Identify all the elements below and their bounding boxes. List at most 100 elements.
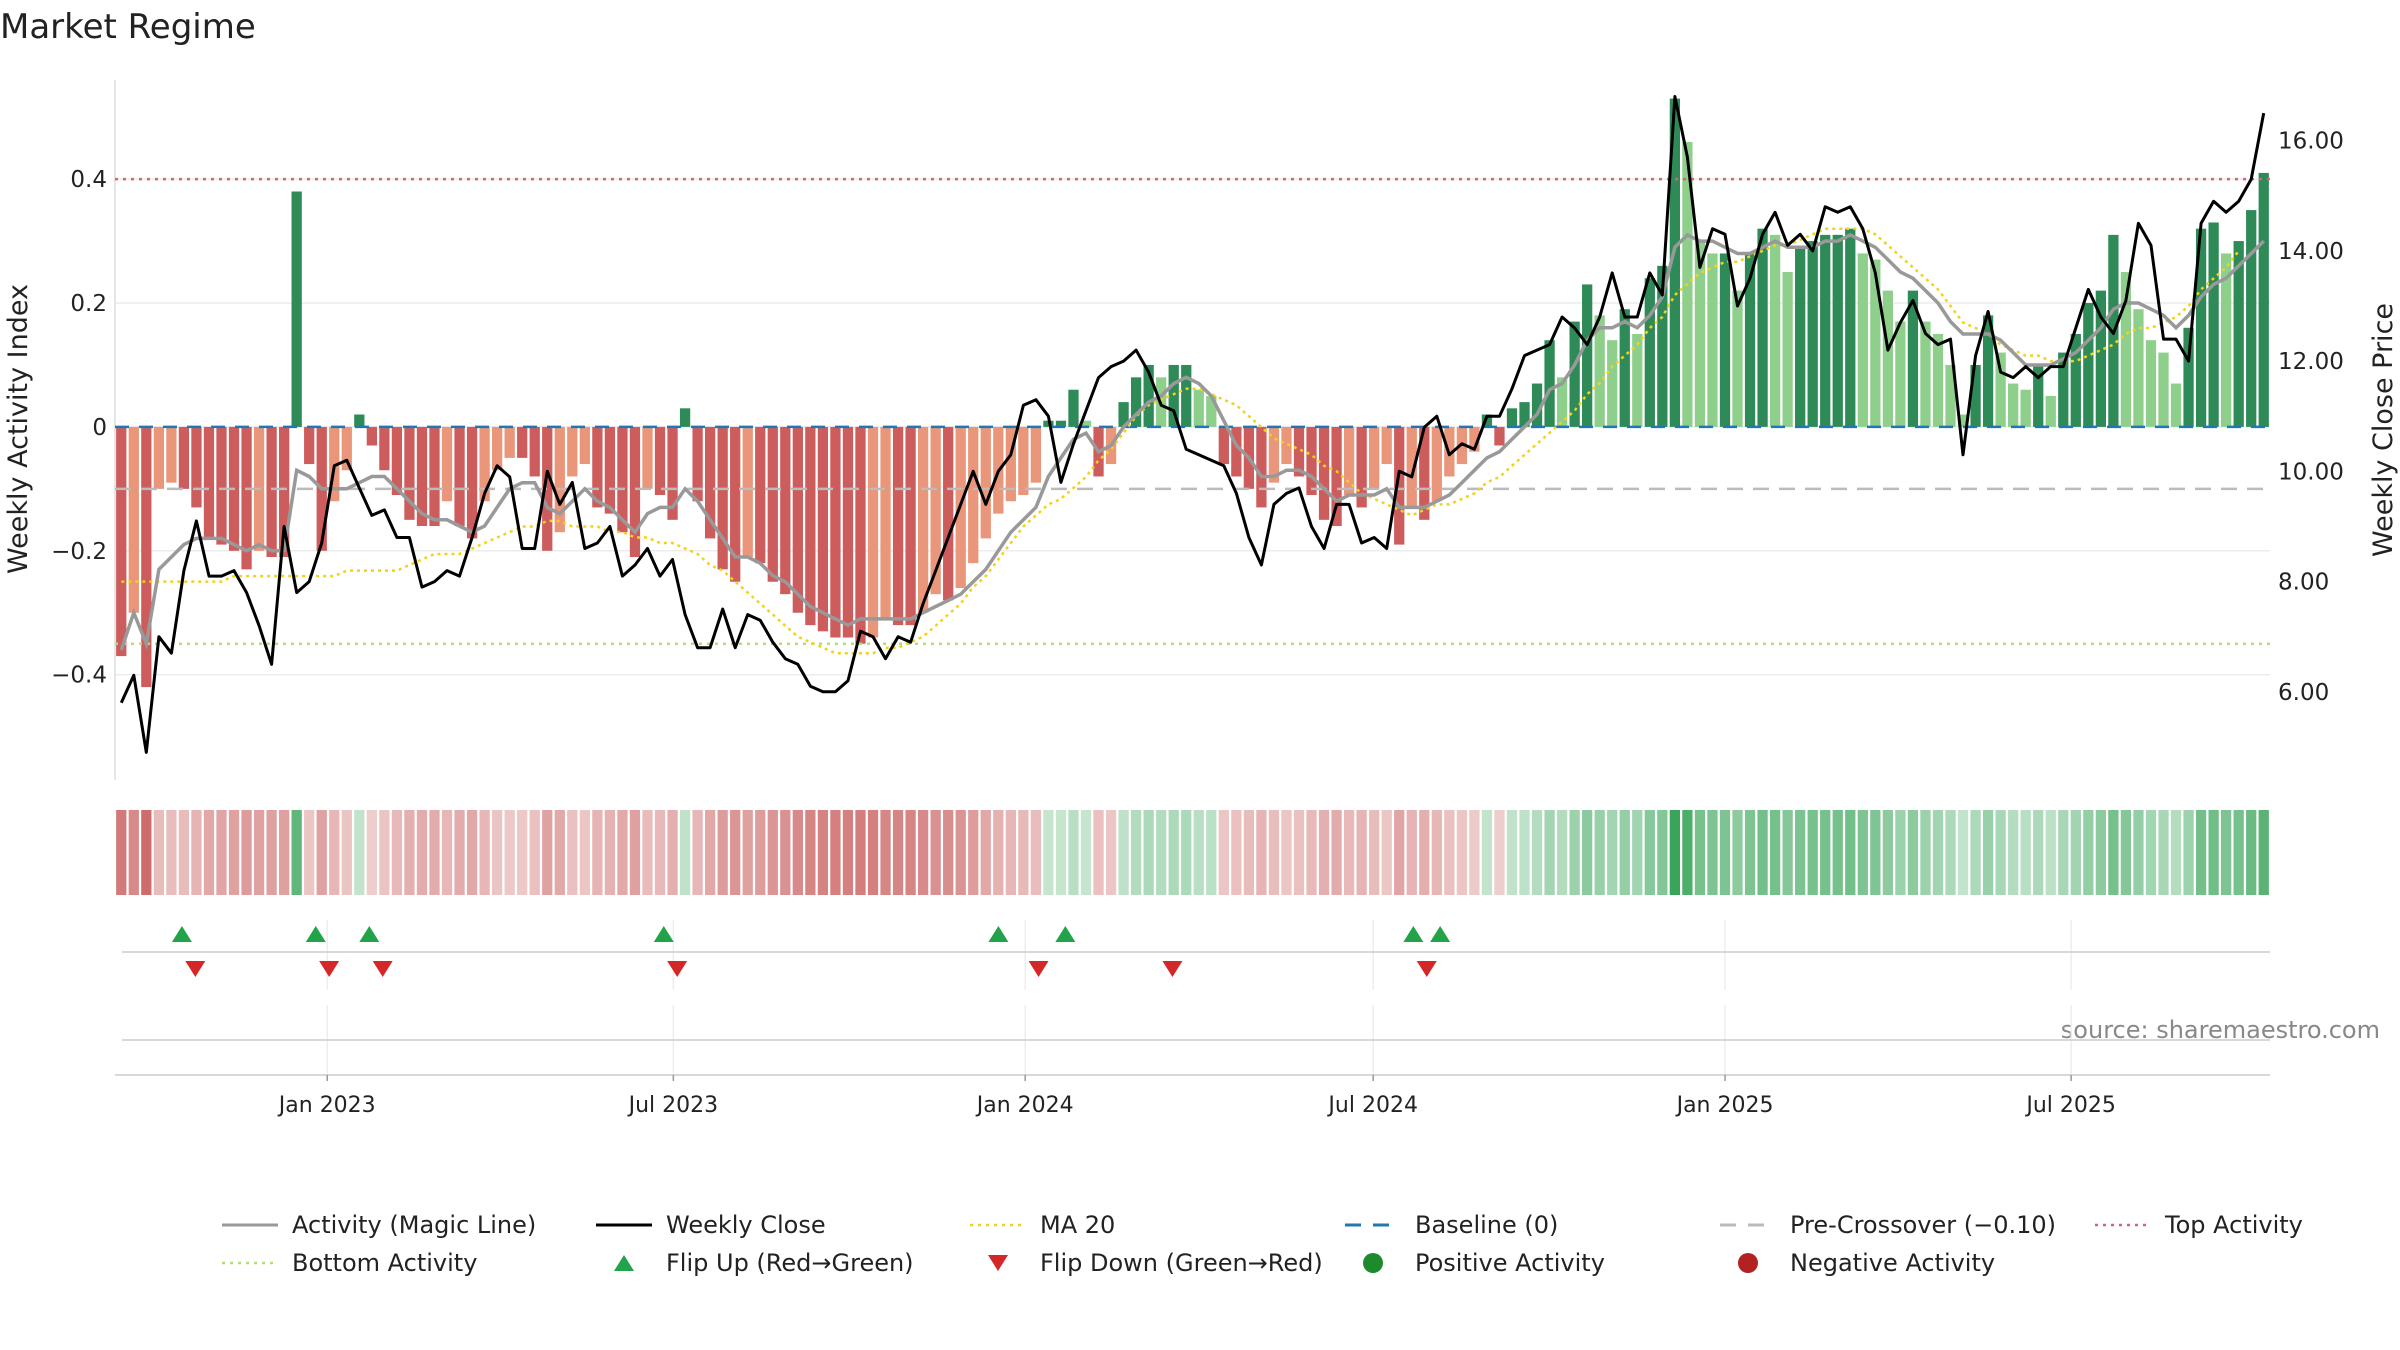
activity-bar — [917, 426, 929, 613]
activity-bar — [1118, 402, 1129, 427]
flip-down-marker — [319, 961, 340, 977]
regime-cell — [667, 810, 678, 895]
activity-bar — [329, 426, 340, 502]
activity-bar — [1632, 333, 1643, 427]
legend-item: Weekly Close — [596, 1211, 826, 1239]
activity-bar — [1582, 284, 1593, 427]
flip-up-marker — [1055, 926, 1076, 942]
activity-bar — [1256, 426, 1267, 508]
regime-cell — [116, 810, 127, 895]
regime-cell — [1118, 810, 1129, 895]
activity-bar — [1130, 377, 1142, 427]
activity-bar — [2070, 333, 2081, 427]
activity-bar — [178, 426, 190, 489]
regime-cell — [567, 810, 578, 895]
regime-cell — [1168, 810, 1179, 895]
legend-label: Flip Down (Green→Red) — [1040, 1249, 1323, 1277]
regime-cell — [1920, 810, 1931, 895]
regime-cell — [880, 810, 891, 895]
regime-cell — [1481, 810, 1493, 895]
regime-cell — [441, 810, 453, 895]
activity-bar — [1982, 315, 1994, 427]
activity-bar — [755, 426, 766, 564]
regime-cell — [2108, 810, 2119, 895]
regime-cell — [329, 810, 340, 895]
activity-bar — [1820, 234, 1831, 427]
activity-bar — [943, 426, 954, 601]
regime-cell — [867, 810, 879, 895]
flip-up-marker — [1430, 926, 1451, 942]
regime-cell — [1682, 810, 1693, 895]
flip-down-marker — [1028, 961, 1049, 977]
activity-bar — [1732, 290, 1743, 427]
legend-label: Top Activity — [2164, 1211, 2303, 1239]
regime-cell — [1356, 810, 1367, 895]
activity-bar — [1406, 426, 1417, 508]
right-tick-label: 12.00 — [2278, 349, 2344, 375]
right-tick-label: 6.00 — [2278, 680, 2329, 706]
regime-cell — [2170, 810, 2182, 895]
regime-cell — [366, 810, 377, 895]
regime-cell — [1832, 810, 1843, 895]
activity-bar — [1870, 259, 1881, 427]
right-tick-label: 16.00 — [2278, 129, 2344, 155]
regime-cell — [1268, 810, 1280, 895]
regime-strip — [116, 810, 2269, 895]
regime-cell — [1544, 810, 1555, 895]
activity-bar — [780, 426, 791, 595]
x-tick-label: Jan 2025 — [1675, 1093, 1774, 1118]
regime-cell — [1957, 810, 1969, 895]
activity-bar — [1030, 426, 1042, 483]
activity-bar — [416, 426, 428, 527]
activity-bar — [1080, 420, 1092, 427]
activity-bar — [2020, 389, 2031, 427]
activity-bar — [166, 426, 177, 483]
legend-label: Pre-Crossover (−0.10) — [1790, 1211, 2056, 1239]
legend-label: Bottom Activity — [292, 1249, 477, 1277]
activity-bar — [2183, 327, 2194, 427]
regime-cell — [2083, 810, 2094, 895]
legend-item: Positive Activity — [1363, 1249, 1605, 1277]
legend-swatch — [1363, 1253, 1383, 1273]
regime-cell — [2208, 810, 2219, 895]
activity-bar — [717, 426, 728, 570]
activity-bar — [604, 426, 616, 514]
activity-bar — [542, 426, 553, 551]
activity-bar — [892, 426, 904, 626]
activity-bar — [1193, 389, 1204, 427]
regime-cell — [1945, 810, 1956, 895]
activity-bar — [867, 426, 879, 638]
regime-cell — [1130, 810, 1142, 895]
activity-bar — [1293, 426, 1305, 477]
regime-cell — [1156, 810, 1167, 895]
activity-bar — [2233, 241, 2244, 427]
flip-down-marker — [185, 961, 206, 977]
activity-bar — [141, 426, 152, 688]
activity-bar — [554, 426, 565, 533]
magic-line — [119, 232, 2265, 651]
activity-bar — [1669, 98, 1681, 427]
regime-cell — [1870, 810, 1881, 895]
flip-down-marker — [1162, 961, 1183, 977]
regime-cell — [216, 810, 227, 895]
activity-bar — [1381, 426, 1392, 465]
activity-bar — [730, 426, 741, 582]
legend-item: Top Activity — [2095, 1211, 2303, 1239]
regime-cell — [1556, 810, 1568, 895]
activity-bar — [1657, 265, 1668, 427]
activity-bar — [479, 426, 490, 502]
regime-cell — [2020, 810, 2031, 895]
activity-bar — [980, 426, 991, 539]
regime-cell — [542, 810, 553, 895]
regime-cell — [1318, 810, 1330, 895]
activity-bars — [116, 98, 2269, 688]
regime-cell — [1757, 810, 1768, 895]
left-axis-label: Weekly Activity Index — [3, 284, 34, 574]
activity-bar — [1970, 364, 1981, 427]
regime-cell — [704, 810, 716, 895]
activity-bar — [1005, 426, 1016, 502]
activity-bar — [767, 426, 778, 582]
legend-label: Baseline (0) — [1415, 1211, 1558, 1239]
regime-cell — [1494, 810, 1505, 895]
